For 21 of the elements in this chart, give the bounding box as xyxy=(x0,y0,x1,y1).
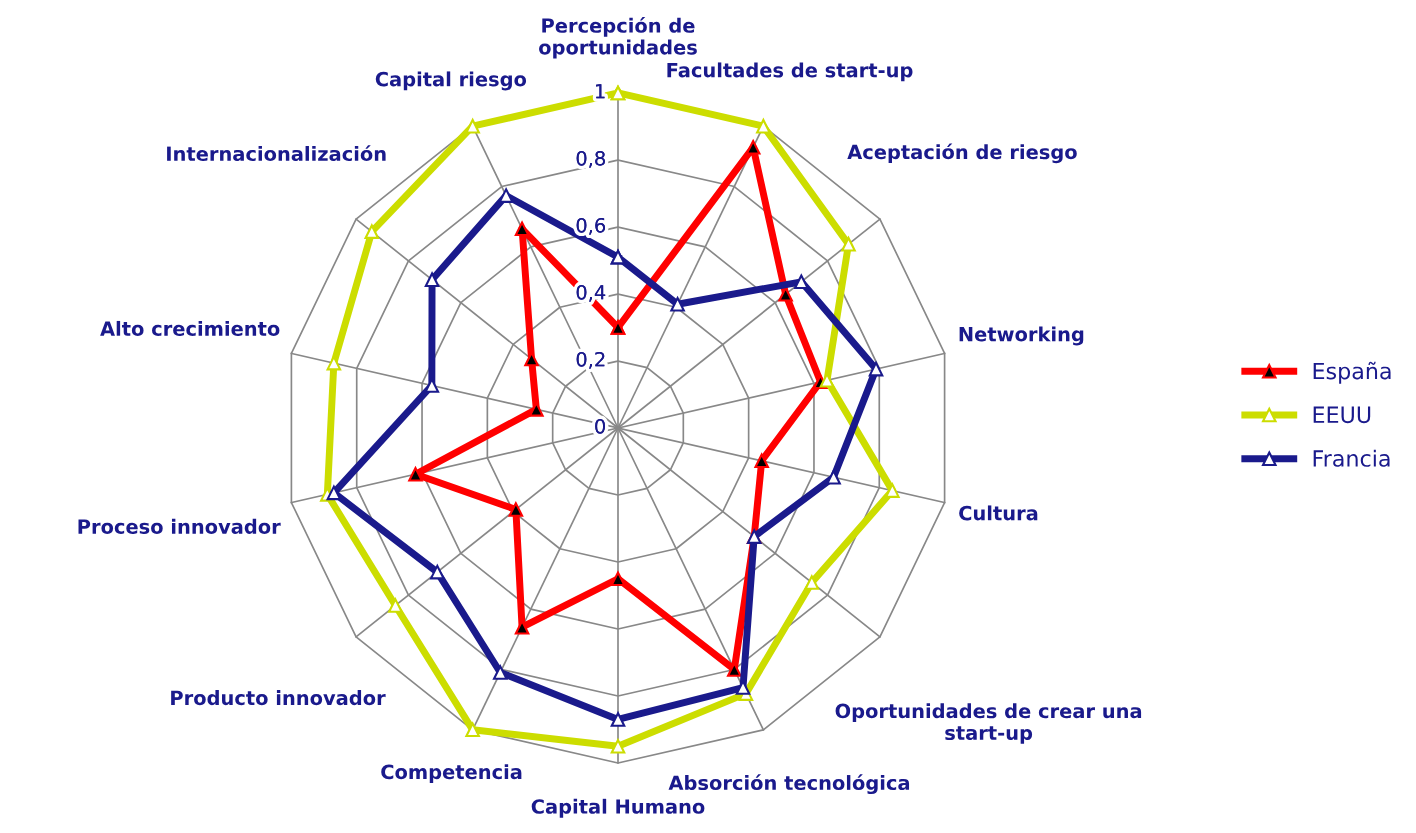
spoke-label: Networking xyxy=(959,326,1084,346)
spoke-label: Aceptación de riesgo xyxy=(847,143,1077,164)
legend-label: España xyxy=(1313,361,1391,384)
spoke-label: Capital Humano xyxy=(531,798,705,818)
y-tick-label: 0,2 xyxy=(576,351,605,369)
legend-label: Francia xyxy=(1313,449,1390,467)
spoke-label: Cultura xyxy=(959,505,1038,521)
y-tick-label: 0,6 xyxy=(576,217,606,235)
spoke-label: Facultades de start-up xyxy=(667,62,913,82)
spoke-label: Capital riesgo xyxy=(375,71,527,91)
spoke-label: Absorción tecnológica xyxy=(668,774,910,795)
spoke-label: Proceso innovador xyxy=(78,518,281,534)
spoke-label: Internacionalización xyxy=(167,145,386,162)
spoke-label: Producto innovador xyxy=(171,690,386,706)
spoke-label: Percepción de oportunidades xyxy=(539,17,697,59)
spoke-label: Oportunidades de crear una start-up xyxy=(835,703,1142,744)
spoke-label: Alto crecimiento xyxy=(100,320,280,336)
y-tick-label: 0,8 xyxy=(576,150,605,168)
spoke-label: Competencia xyxy=(381,764,522,783)
legend-label: EEUU xyxy=(1313,406,1371,424)
y-tick-label: 0 xyxy=(595,418,605,434)
